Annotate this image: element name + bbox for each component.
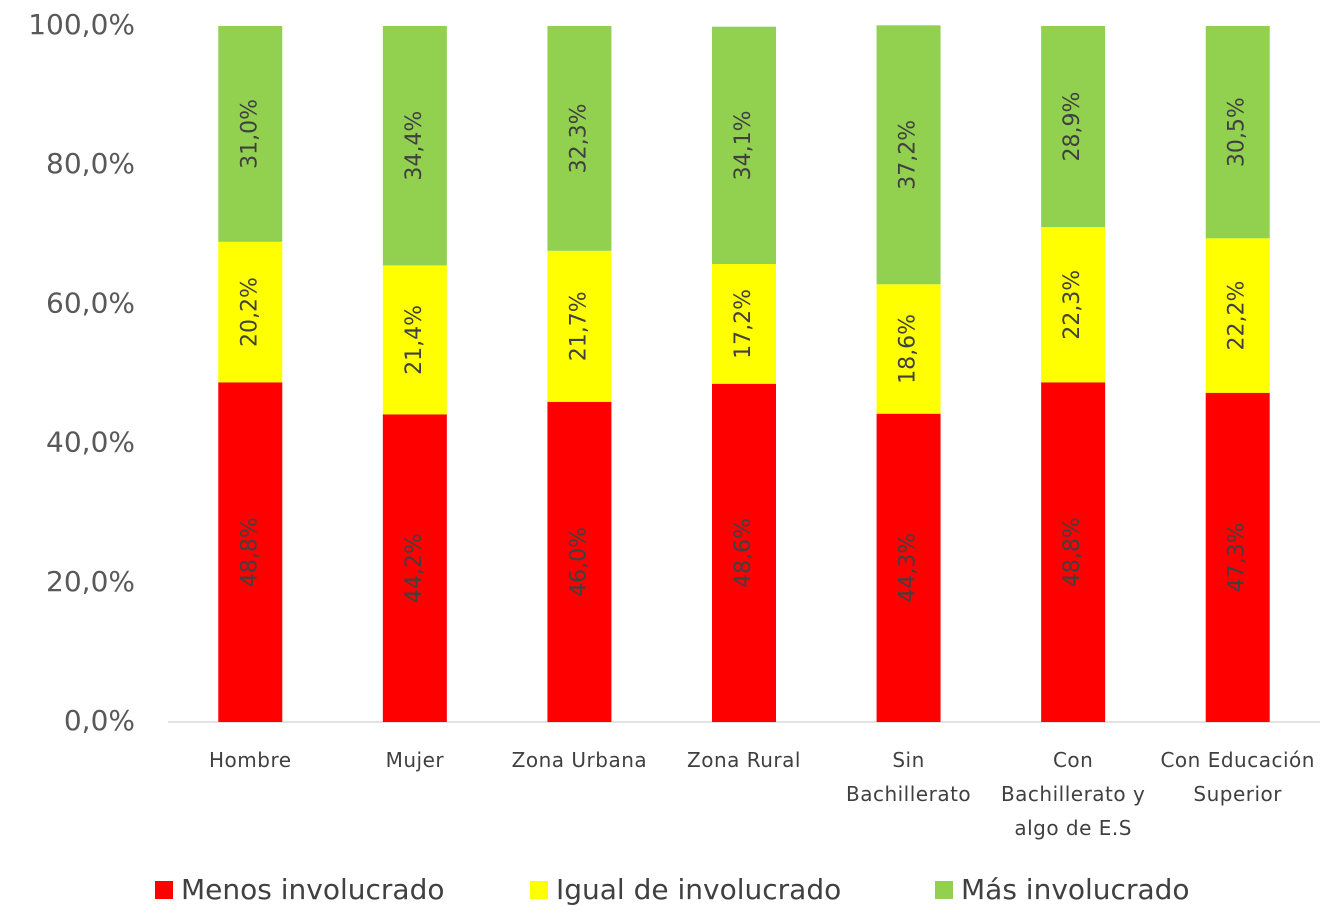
bar-segment bbox=[382, 265, 447, 415]
data-label: 44,3% bbox=[896, 533, 921, 603]
bar-segment bbox=[218, 382, 283, 722]
data-label: 37,2% bbox=[896, 120, 921, 190]
bar-segment bbox=[712, 26, 776, 265]
bar-segment bbox=[218, 26, 283, 242]
y-tick-label: 100,0% bbox=[28, 8, 135, 41]
legend-label: Más involucrado bbox=[961, 873, 1190, 906]
y-tick-label: 40,0% bbox=[46, 426, 135, 459]
data-label: 48,8% bbox=[237, 517, 262, 587]
data-label: 34,1% bbox=[731, 110, 756, 180]
bar-segment bbox=[1041, 382, 1106, 722]
y-tick-label: 80,0% bbox=[46, 147, 135, 180]
data-label: 21,7% bbox=[566, 291, 591, 361]
legend-swatch bbox=[530, 881, 548, 899]
data-label: 28,9% bbox=[1060, 92, 1085, 162]
y-tick-label: 20,0% bbox=[46, 565, 135, 598]
data-label: 21,4% bbox=[402, 305, 427, 375]
legend-label: Igual de involucrado bbox=[556, 873, 841, 906]
bar-segment bbox=[382, 26, 447, 266]
bar-segment bbox=[218, 241, 283, 383]
x-tick-label: Sin Bachillerato bbox=[845, 748, 972, 806]
bar-segment bbox=[1205, 392, 1270, 722]
x-tick-label: Zona Urbana bbox=[511, 748, 648, 772]
bar-segment bbox=[712, 264, 776, 384]
bar-segment bbox=[876, 413, 941, 722]
bar-segment bbox=[382, 414, 447, 722]
x-tick-label: Hombre bbox=[209, 748, 292, 772]
data-label: 47,3% bbox=[1225, 522, 1250, 592]
bar-segment bbox=[547, 250, 612, 402]
data-label: 22,2% bbox=[1225, 281, 1250, 351]
bar-segment bbox=[547, 401, 612, 722]
bar-segment bbox=[547, 26, 612, 251]
legend-swatch bbox=[155, 881, 173, 899]
bar-segment bbox=[876, 25, 941, 285]
data-label: 48,8% bbox=[1060, 517, 1085, 587]
data-label: 30,5% bbox=[1225, 97, 1250, 167]
data-label: 32,3% bbox=[566, 103, 591, 173]
data-label: 20,2% bbox=[237, 277, 262, 347]
legend-swatch bbox=[935, 881, 953, 899]
bar-segment bbox=[876, 284, 941, 414]
data-label: 31,0% bbox=[237, 99, 262, 169]
legend-label: Menos involucrado bbox=[181, 873, 444, 906]
x-tick-label: Con Bachillerato y algo de E.S bbox=[1000, 748, 1146, 840]
bar-segment bbox=[712, 383, 776, 722]
data-label: 44,2% bbox=[402, 533, 427, 603]
data-label: 22,3% bbox=[1060, 270, 1085, 340]
data-label: 18,6% bbox=[896, 314, 921, 384]
y-tick-label: 60,0% bbox=[46, 286, 135, 319]
x-tick-label: Con Educación Superior bbox=[1160, 748, 1315, 806]
data-label: 17,2% bbox=[731, 289, 756, 359]
y-tick-label: 0,0% bbox=[64, 704, 135, 737]
bar-segment bbox=[1205, 238, 1270, 393]
bar-segment bbox=[1041, 26, 1106, 228]
x-tick-label: Mujer bbox=[385, 748, 445, 772]
bar-segment bbox=[1205, 26, 1270, 239]
x-tick-label: Zona Rural bbox=[687, 748, 801, 772]
data-label: 34,4% bbox=[402, 111, 427, 181]
data-label: 46,0% bbox=[566, 527, 591, 597]
data-label: 48,6% bbox=[731, 518, 756, 588]
bar-segment bbox=[1041, 227, 1106, 383]
